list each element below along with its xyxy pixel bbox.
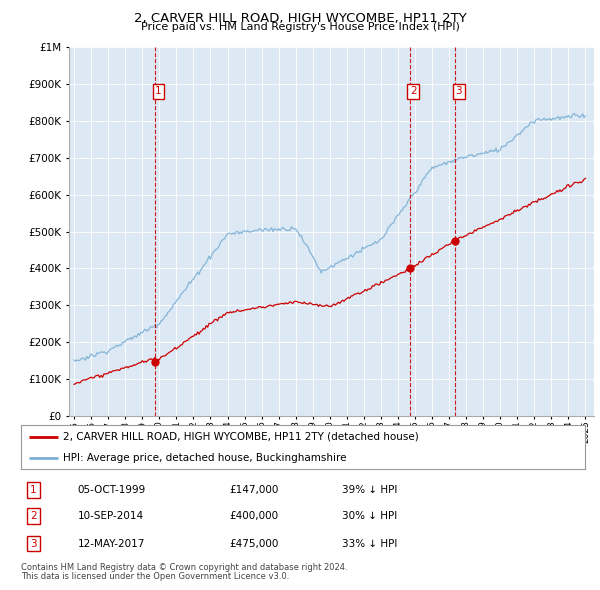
Text: £147,000: £147,000: [230, 485, 279, 495]
Text: £400,000: £400,000: [230, 512, 279, 521]
Text: 05-OCT-1999: 05-OCT-1999: [77, 485, 146, 495]
Text: 1: 1: [30, 485, 37, 495]
Text: 33% ↓ HPI: 33% ↓ HPI: [343, 539, 398, 549]
Text: 2, CARVER HILL ROAD, HIGH WYCOMBE, HP11 2TY: 2, CARVER HILL ROAD, HIGH WYCOMBE, HP11 …: [134, 12, 466, 25]
Text: 2: 2: [410, 87, 416, 96]
Text: Price paid vs. HM Land Registry's House Price Index (HPI): Price paid vs. HM Land Registry's House …: [140, 22, 460, 32]
Text: 30% ↓ HPI: 30% ↓ HPI: [343, 512, 398, 521]
Text: 2, CARVER HILL ROAD, HIGH WYCOMBE, HP11 2TY (detached house): 2, CARVER HILL ROAD, HIGH WYCOMBE, HP11 …: [64, 432, 419, 442]
Text: 3: 3: [30, 539, 37, 549]
Text: HPI: Average price, detached house, Buckinghamshire: HPI: Average price, detached house, Buck…: [64, 453, 347, 463]
Text: 39% ↓ HPI: 39% ↓ HPI: [343, 485, 398, 495]
Text: 1: 1: [155, 87, 162, 96]
Text: 2: 2: [30, 512, 37, 521]
Text: 12-MAY-2017: 12-MAY-2017: [77, 539, 145, 549]
Text: 10-SEP-2014: 10-SEP-2014: [77, 512, 143, 521]
Text: This data is licensed under the Open Government Licence v3.0.: This data is licensed under the Open Gov…: [21, 572, 289, 581]
Text: £475,000: £475,000: [230, 539, 279, 549]
Text: Contains HM Land Registry data © Crown copyright and database right 2024.: Contains HM Land Registry data © Crown c…: [21, 563, 347, 572]
Text: 3: 3: [455, 87, 462, 96]
